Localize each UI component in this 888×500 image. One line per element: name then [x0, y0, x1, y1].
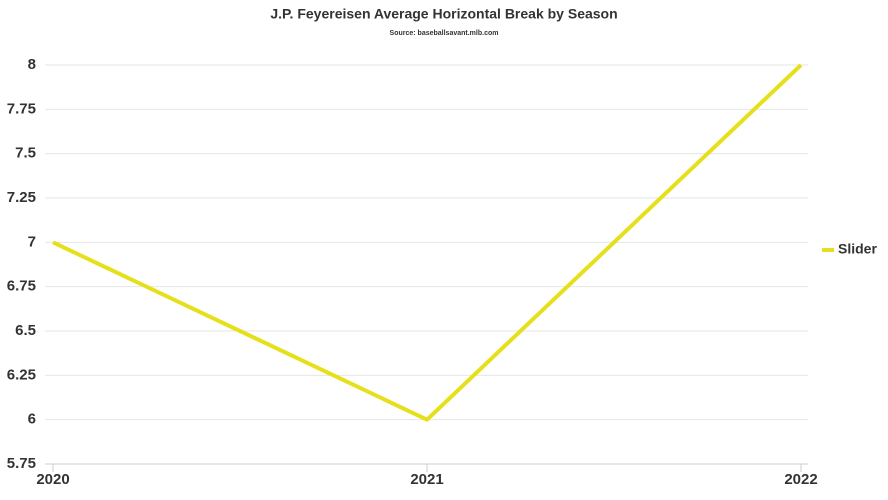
- x-tick-label: 2020: [36, 471, 69, 488]
- x-tick-label: 2021: [410, 471, 443, 488]
- y-tick-label: 6.25: [7, 366, 36, 383]
- legend-label: Slider: [838, 241, 877, 257]
- y-tick-label: 6.5: [15, 322, 36, 339]
- y-tick-label: 6: [28, 411, 36, 428]
- y-tick-label: 7.75: [7, 100, 36, 117]
- y-tick-label: 8: [28, 56, 36, 73]
- chart-title: J.P. Feyereisen Average Horizontal Break…: [270, 6, 617, 22]
- series-line: [52, 63, 803, 422]
- y-tick-label: 6.75: [7, 278, 36, 295]
- y-tick-label: 7.25: [7, 189, 36, 206]
- y-tick-label: 7: [28, 233, 36, 250]
- y-tick-label: 5.75: [7, 455, 36, 472]
- chart-subtitle: Source: baseballsavant.mlb.com: [390, 30, 499, 37]
- x-tick-label: 2022: [784, 471, 817, 488]
- y-tick-label: 7.5: [15, 145, 36, 162]
